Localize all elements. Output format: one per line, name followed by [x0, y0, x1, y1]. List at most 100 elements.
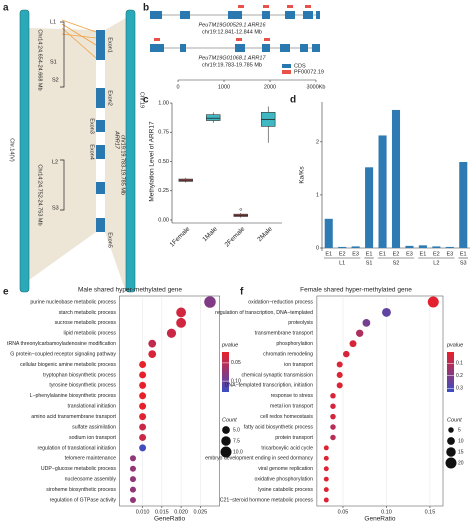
y-tick-label: translational initiation	[68, 404, 117, 410]
y-tick-label: chemical synaptic transmission	[242, 372, 314, 378]
y-tick-label: tricarboxylic acid cycle	[261, 445, 313, 451]
color-tick-label: 0.10	[231, 378, 241, 384]
bar	[405, 245, 414, 248]
y-tick-label: starch metabolic process	[59, 310, 117, 316]
dot	[129, 496, 136, 504]
size-key-label: 5.0	[233, 427, 240, 433]
y-tick-label: L−phenylalanine biosynthetic process	[30, 393, 117, 399]
plot-border	[119, 295, 220, 507]
dot	[330, 424, 336, 430]
dot	[362, 318, 371, 327]
x-tick-label: 0.10	[381, 509, 392, 515]
y-tick-label: DNA−templated transcription, initiation	[225, 383, 313, 389]
x-axis-label: GeneRatio	[364, 516, 395, 523]
dot	[323, 476, 329, 482]
x-tick-label: 0.010	[136, 509, 150, 515]
gene-blocks	[150, 38, 320, 52]
dot	[323, 466, 329, 472]
y-axis-label: Ka/Ks	[299, 166, 306, 184]
color-tick-label: 0.05	[231, 360, 241, 366]
region-brackets	[60, 21, 65, 211]
y-tick-label: 1	[316, 192, 319, 198]
x-tick-label: E1	[379, 251, 386, 257]
y-tick-label: amino acid transmembrane transport	[31, 414, 116, 420]
dot	[336, 361, 343, 368]
bar	[365, 167, 374, 248]
y-tick-label: telomere maintenance	[65, 456, 116, 462]
scale-label: 3000Kb	[307, 84, 326, 90]
scale-ticks	[177, 80, 317, 82]
region-label: L1	[50, 19, 56, 25]
y-tick-label: tryptophan biosynthetic process	[43, 372, 116, 378]
outlier	[239, 208, 242, 211]
x-tick-label: 1Male	[201, 225, 219, 243]
legend-swatch	[282, 70, 291, 74]
size-key	[447, 437, 455, 445]
dot	[427, 296, 439, 308]
dot	[330, 393, 336, 399]
bar	[445, 246, 454, 248]
size-key	[222, 426, 230, 434]
dot	[148, 350, 157, 358]
dot	[382, 307, 391, 317]
gene-coord: chr19:12.841-12.844 Mb	[202, 29, 262, 35]
dot	[176, 317, 187, 328]
size-key	[445, 457, 457, 469]
size-key	[220, 446, 232, 458]
chromosome-label: Chr.19	[139, 92, 145, 108]
y-tick-label: oxidation−reduction process	[248, 299, 313, 305]
size-key-label: 5	[458, 427, 461, 433]
y-tick-label: cellular biogenic amine metabolic proces…	[20, 362, 116, 368]
y-tick-label: C21−steroid hormone metabolic process	[220, 497, 314, 503]
x-tick-label: 0.15	[425, 509, 436, 515]
dot	[349, 340, 357, 348]
dot	[139, 402, 147, 410]
bar	[391, 109, 401, 248]
gene-name: PeuTM19G00529.1 ARR16	[198, 22, 266, 28]
y-tick-label: lysine catabolic process	[258, 487, 313, 493]
bar	[418, 245, 427, 248]
color-bar	[447, 352, 454, 392]
legend-title: pvalue	[221, 342, 238, 348]
dot	[139, 444, 147, 452]
dot	[129, 486, 136, 493]
color-tick-label: 0.3	[456, 386, 463, 392]
y-tick-label: transmembrane transport	[255, 331, 314, 337]
panel-letter: c	[143, 95, 149, 106]
dot	[139, 381, 147, 389]
dot	[139, 433, 147, 441]
x-tick-label: 0.015	[155, 509, 169, 515]
y-tick-label: response to stress	[271, 393, 314, 399]
dot	[129, 455, 136, 462]
dot	[330, 434, 336, 441]
x-tick-label: E1	[460, 251, 467, 257]
plot-border	[316, 295, 444, 507]
scale-label: 0	[176, 84, 179, 90]
y-tick-label: ion transport	[284, 362, 313, 368]
size-key-label: 20	[458, 460, 464, 466]
group-label: L1	[339, 260, 345, 266]
y-tick-label: proteolysis	[288, 320, 313, 326]
y-tick-label: siroheme biosynthetic process	[46, 487, 116, 493]
dot	[323, 497, 329, 503]
dot	[330, 403, 336, 409]
x-tick-label: 2Male	[256, 225, 274, 243]
gene-blocks	[150, 5, 320, 19]
panel-letter: e	[3, 287, 9, 298]
dot	[330, 413, 336, 420]
y-tick-label: chromatin remodeling	[263, 351, 313, 357]
dot	[166, 328, 177, 338]
y-tick-label: fatty acid biosynthetic process	[244, 424, 314, 430]
dot	[336, 371, 343, 378]
y-tick-label: regulation of transcription, DNA−templat…	[215, 310, 313, 316]
size-key	[446, 447, 456, 457]
exon-label: Exon5	[107, 232, 113, 248]
chart-title: Female shared hyper-methylated gene	[300, 287, 412, 294]
x-tick-label: E1	[420, 251, 427, 257]
y-tick-label: 0.25	[158, 188, 169, 194]
legend-label: PF00072.19	[294, 69, 324, 75]
x-tick-label: 0.025	[193, 509, 207, 515]
y-tick-label: tRNA threonylcarbamoyladenosine modifica…	[7, 341, 116, 347]
panel-letter: f	[240, 287, 244, 298]
